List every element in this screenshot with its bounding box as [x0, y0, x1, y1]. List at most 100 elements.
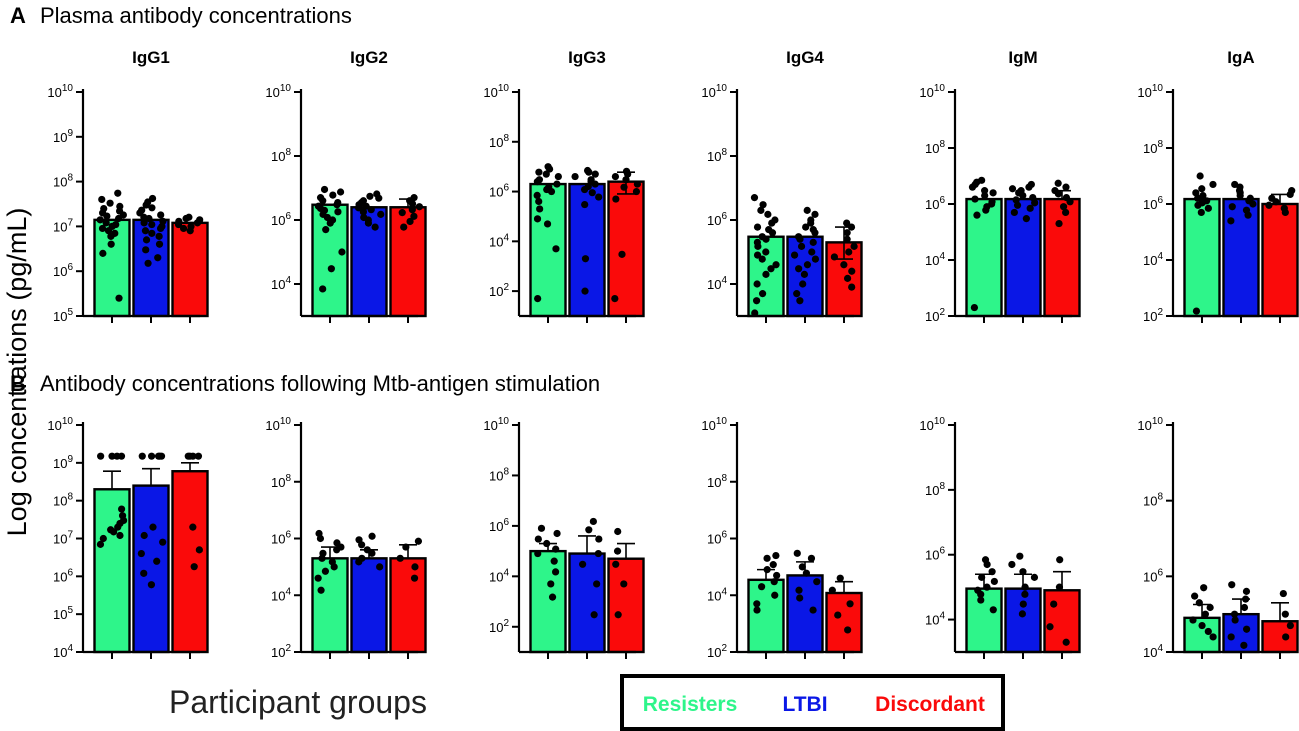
- panel-a-title: Plasma antibody concentrations: [40, 3, 352, 28]
- data-point: [847, 223, 856, 231]
- data-point: [758, 290, 767, 298]
- data-point: [770, 578, 778, 586]
- data-point: [983, 560, 991, 569]
- data-point: [103, 212, 111, 220]
- data-point: [1279, 589, 1287, 598]
- y-tick-exponent: 8: [1157, 139, 1163, 150]
- data-point: [611, 172, 620, 181]
- y-tick-base: 10: [271, 645, 285, 660]
- y-tick-base: 10: [707, 645, 721, 660]
- y-tick-base: 10: [53, 219, 67, 234]
- data-point: [767, 265, 775, 273]
- y-tick-base: 10: [707, 149, 721, 164]
- data-point: [802, 569, 811, 577]
- bar-ltbi: [1222, 197, 1260, 318]
- data-point: [553, 529, 561, 538]
- data-point: [368, 532, 376, 540]
- y-tick-label: 108: [53, 173, 73, 190]
- y-tick-label: 104: [53, 643, 73, 660]
- y-tick-base: 10: [271, 532, 285, 547]
- y-tick-exponent: 10: [280, 416, 292, 427]
- y-tick-base: 10: [925, 197, 939, 212]
- subplot-title: IgG2: [350, 48, 388, 67]
- y-tick-base: 10: [925, 483, 939, 498]
- data-point: [410, 212, 418, 220]
- y-tick-label: 102: [489, 618, 509, 635]
- y-tick-label: 106: [925, 195, 945, 212]
- data-point: [1231, 616, 1239, 624]
- data-point: [542, 170, 550, 178]
- data-point: [758, 583, 766, 591]
- y-tick-exponent: 8: [503, 466, 509, 477]
- y-tick-base: 10: [1137, 418, 1151, 433]
- data-point: [110, 528, 118, 536]
- data-point: [106, 199, 114, 207]
- y-tick-exponent: 6: [503, 517, 509, 528]
- data-point: [620, 183, 628, 191]
- data-point: [107, 240, 115, 248]
- data-point: [326, 219, 334, 227]
- data-point: [114, 189, 122, 197]
- y-tick-exponent: 8: [939, 481, 945, 492]
- data-point: [762, 235, 770, 243]
- data-point: [977, 590, 985, 598]
- y-tick-label: 107: [53, 530, 73, 547]
- data-point: [803, 261, 812, 269]
- y-tick-label: 106: [271, 530, 291, 547]
- bar-resisters: [529, 182, 567, 318]
- data-point: [850, 242, 858, 250]
- data-point: [142, 236, 151, 244]
- y-tick-label: 102: [925, 307, 945, 324]
- data-point: [989, 606, 997, 614]
- y-tick-base: 10: [271, 277, 285, 292]
- data-point: [580, 185, 589, 194]
- data-point: [845, 248, 853, 256]
- panel-b-title: Antibody concentrations following Mtb-an…: [40, 371, 600, 396]
- y-tick-base: 10: [47, 418, 61, 433]
- y-tick-exponent: 10: [498, 83, 510, 94]
- data-point: [149, 523, 157, 531]
- y-tick-label: 102: [707, 643, 727, 660]
- y-tick-base: 10: [489, 284, 503, 299]
- data-point: [1242, 587, 1251, 595]
- y-tick-exponent: 2: [503, 282, 509, 293]
- data-point: [1227, 633, 1235, 641]
- legend-resisters: Resisters: [643, 693, 738, 716]
- data-point: [1244, 211, 1252, 219]
- y-tick-base: 10: [483, 85, 497, 100]
- y-tick-exponent: 2: [285, 643, 291, 654]
- data-point: [359, 208, 367, 216]
- data-point: [759, 201, 767, 209]
- data-point: [1025, 183, 1033, 191]
- y-tick-base: 10: [53, 175, 67, 190]
- y-tick-base: 10: [271, 588, 285, 603]
- y-tick-label: 106: [707, 530, 727, 547]
- y-tick-label: 106: [53, 567, 73, 584]
- data-point: [159, 538, 167, 546]
- x-axis-label: Participant groups: [169, 684, 427, 720]
- data-point: [595, 193, 603, 201]
- y-tick-label: 109: [53, 128, 73, 145]
- data-point: [408, 206, 416, 214]
- data-point: [988, 568, 996, 576]
- data-point: [552, 245, 560, 253]
- bar-resisters: [965, 197, 1003, 318]
- data-point: [1192, 307, 1201, 315]
- data-point: [754, 242, 762, 250]
- data-point: [368, 549, 376, 557]
- y-tick-exponent: 6: [939, 546, 945, 557]
- y-tick-base: 10: [707, 277, 721, 292]
- data-point: [154, 254, 162, 262]
- y-tick-label: 106: [925, 546, 945, 563]
- y-tick-exponent: 8: [721, 147, 727, 158]
- data-point: [535, 197, 543, 206]
- data-point: [547, 187, 556, 196]
- y-tick-label: 106: [489, 517, 509, 534]
- data-point: [140, 531, 148, 540]
- y-tick-base: 10: [489, 569, 503, 584]
- y-tick-base: 10: [53, 569, 67, 584]
- data-point: [1197, 208, 1205, 217]
- data-point: [534, 535, 542, 543]
